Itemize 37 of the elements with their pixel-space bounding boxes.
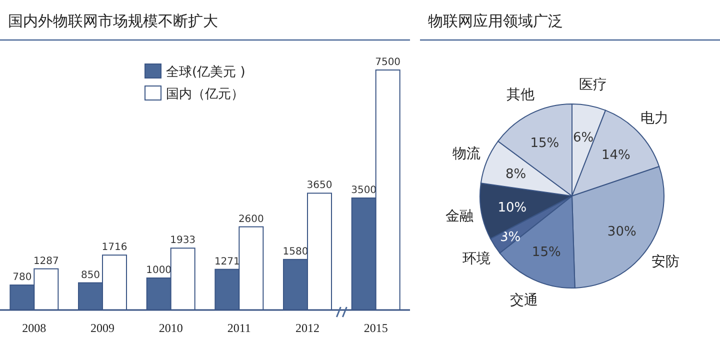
slice-label: 物流: [452, 146, 481, 162]
slice-label: 交通: [510, 292, 538, 308]
slice-label: 电力: [640, 110, 668, 126]
x-tick-label: 2008: [22, 321, 46, 335]
data-label: 1287: [33, 256, 59, 267]
chart-title: 国内外物联网市场规模不断扩大: [8, 12, 218, 30]
legend-label: 国内（亿元）: [166, 87, 244, 102]
data-label: 1716: [102, 242, 128, 254]
data-label: 10%: [498, 200, 527, 216]
x-tick-label: 2010: [158, 321, 183, 335]
x-tick-label: 2009: [90, 321, 114, 335]
data-label: 3%: [500, 230, 521, 246]
data-label: 780: [12, 272, 32, 284]
data-label: 30%: [607, 224, 636, 240]
data-label: 2600: [238, 214, 264, 225]
legend-label: 全球(亿美元 ): [166, 64, 246, 80]
data-label: 1580: [282, 246, 308, 258]
slice-label: 医疗: [579, 76, 608, 93]
data-label: 1000: [146, 265, 172, 276]
data-label: 7500: [375, 57, 401, 68]
data-label: 15%: [532, 245, 561, 260]
x-tick-label: 2011: [227, 321, 251, 335]
data-label: 3500: [351, 185, 377, 196]
slice-label: 金融: [446, 208, 474, 224]
slice-label: 环境: [462, 251, 490, 268]
data-label: 3650: [306, 180, 332, 192]
data-label: 14%: [601, 148, 630, 164]
data-label: 1933: [170, 235, 196, 246]
x-tick-label: 2015: [364, 321, 388, 335]
slice-label: 安防: [652, 254, 680, 270]
data-label: 850: [80, 270, 100, 281]
x-tick-label: 2012: [296, 321, 320, 335]
data-label: 15%: [530, 136, 560, 151]
slice-label: 其他: [506, 87, 535, 104]
data-label: 6%: [572, 130, 594, 146]
data-label: 8%: [506, 166, 526, 182]
chart-title: 物联网应用领域广泛: [428, 12, 563, 30]
